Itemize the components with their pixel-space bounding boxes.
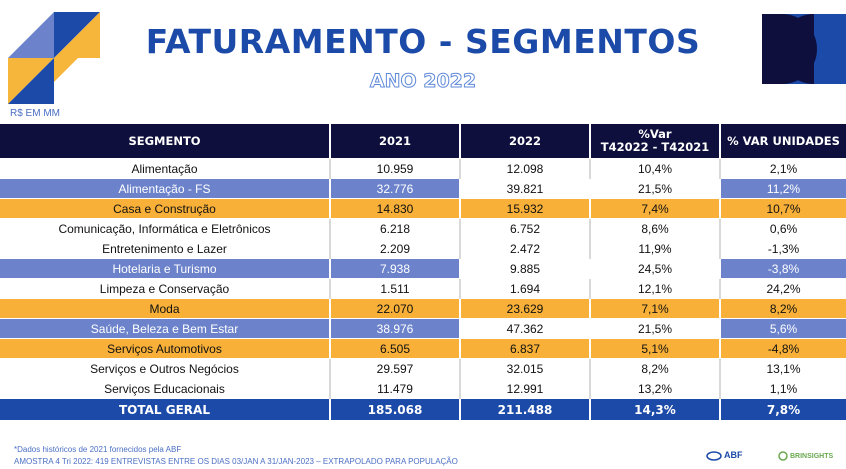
- var-cell: 7,4%: [589, 198, 720, 219]
- abf-logo: ABF: [706, 450, 743, 461]
- var-cell: 13,2%: [589, 378, 720, 399]
- geometric-semicircles-logo: [762, 14, 846, 84]
- segment-cell: Casa e Construção: [0, 198, 330, 219]
- var-units-cell: 2,1%: [719, 158, 846, 179]
- value-2021-cell: 29.597: [329, 358, 460, 379]
- table-body: Alimentação 10.959 12.098 10,4% 2,1% Alimenta…: [0, 158, 846, 420]
- segment-cell: Serviços e Outros Negócios: [0, 358, 330, 379]
- var-units-cell: 10,7%: [719, 198, 846, 219]
- footnote-source: *Dados históricos de 2021 fornecidos pel…: [14, 445, 182, 454]
- segment-cell: Serviços Educacionais: [0, 378, 330, 399]
- segment-cell: Serviços Automotivos: [0, 338, 330, 359]
- footnote-sample: AMOSTRA 4 Tri 2022: 419 ENTREVISTAS ENTR…: [14, 457, 458, 466]
- var-cell: 21,5%: [589, 318, 720, 339]
- value-2021-cell: 6.505: [329, 338, 460, 359]
- value-2021-cell: 22.070: [329, 298, 460, 319]
- segment-cell: Alimentação - FS: [0, 178, 330, 199]
- value-2021-cell: 38.976: [329, 318, 460, 339]
- segment-cell: Alimentação: [0, 158, 330, 179]
- table-row: Casa e Construção 14.830 15.932 7,4% 10,7%: [0, 198, 846, 219]
- value-2022-cell: 23.629: [459, 298, 590, 319]
- abf-logo-icon: [706, 450, 722, 461]
- value-2021-cell: 32.776: [329, 178, 460, 199]
- table-row: Serviços Educacionais 11.479 12.991 13,2% 1,…: [0, 378, 846, 399]
- value-2021-cell: 7.938: [329, 258, 460, 279]
- segment-cell: Hotelaria e Turismo: [0, 258, 330, 279]
- value-2021-cell: 11.479: [329, 378, 460, 399]
- header-var: %Var T42022 - T42021: [589, 124, 720, 159]
- var-cell: 8,2%: [589, 358, 720, 379]
- var-cell: 21,5%: [589, 178, 720, 199]
- total-y2022-cell: 211.488: [459, 398, 590, 420]
- var-units-cell: 1,1%: [719, 378, 846, 399]
- value-2022-cell: 9.885: [459, 258, 590, 279]
- table-row: Limpeza e Conservação 1.511 1.694 12,1% 24,2…: [0, 278, 846, 299]
- var-units-cell: 0,6%: [719, 218, 846, 239]
- var-units-cell: 11,2%: [719, 178, 846, 199]
- segments-table: SEGMENTO 2021 2022 %Var T42022 - T42021 …: [0, 124, 846, 420]
- var-cell: 12,1%: [589, 278, 720, 299]
- table-row: Saúde, Beleza e Bem Estar 38.976 47.362 21,…: [0, 318, 846, 339]
- total-segment-cell: TOTAL GERAL: [0, 398, 330, 420]
- segment-cell: Comunicação, Informática e Eletrônicos: [0, 218, 330, 239]
- header-2022: 2022: [459, 124, 590, 159]
- var-units-cell: 24,2%: [719, 278, 846, 299]
- value-2021-cell: 6.218: [329, 218, 460, 239]
- var-cell: 7,1%: [589, 298, 720, 319]
- value-2021-cell: 1.511: [329, 278, 460, 299]
- var-units-cell: -3,8%: [719, 258, 846, 279]
- value-2022-cell: 47.362: [459, 318, 590, 339]
- table-row: Serviços Automotivos 6.505 6.837 5,1% -4,8%: [0, 338, 846, 359]
- table-row: Alimentação 10.959 12.098 10,4% 2,1%: [0, 158, 846, 179]
- table-row: Hotelaria e Turismo 7.938 9.885 24,5% -3,8%: [0, 258, 846, 279]
- var-units-cell: -4,8%: [719, 338, 846, 359]
- geometric-triangles-logo: [8, 12, 100, 104]
- value-2021-cell: 2.209: [329, 238, 460, 259]
- var-units-cell: 8,2%: [719, 298, 846, 319]
- value-2022-cell: 32.015: [459, 358, 590, 379]
- var-units-cell: -1,3%: [719, 238, 846, 259]
- var-cell: 8,6%: [589, 218, 720, 239]
- table-row: Alimentação - FS 32.776 39.821 21,5% 11,2%: [0, 178, 846, 199]
- value-2022-cell: 6.752: [459, 218, 590, 239]
- value-2022-cell: 1.694: [459, 278, 590, 299]
- total-var-cell: 14,3%: [589, 398, 720, 420]
- header-segment: SEGMENTO: [0, 124, 330, 159]
- brinsights-logo-icon: [778, 450, 788, 461]
- total-var_units-cell: 7,8%: [719, 398, 846, 420]
- brinsights-logo-text: BRINSIGHTS: [790, 453, 834, 460]
- value-2022-cell: 2.472: [459, 238, 590, 259]
- var-cell: 24,5%: [589, 258, 720, 279]
- value-2021-cell: 14.830: [329, 198, 460, 219]
- header-2021: 2021: [329, 124, 460, 159]
- table-row: Comunicação, Informática e Eletrônicos 6.…: [0, 218, 846, 239]
- var-cell: 10,4%: [589, 158, 720, 179]
- value-2022-cell: 12.098: [459, 158, 590, 179]
- value-2022-cell: 39.821: [459, 178, 590, 199]
- total-row: TOTAL GERAL 185.068 211.488 14,3% 7,8%: [0, 398, 846, 420]
- segment-cell: Entretenimento e Lazer: [0, 238, 330, 259]
- table-row: Entretenimento e Lazer 2.209 2.472 11,9% -1,…: [0, 238, 846, 259]
- segment-cell: Moda: [0, 298, 330, 319]
- table-row: Moda 22.070 23.629 7,1% 8,2%: [0, 298, 846, 319]
- unit-label: R$ EM MM: [10, 108, 60, 119]
- table-row: Serviços e Outros Negócios 29.597 32.015 8,…: [0, 358, 846, 379]
- var-cell: 5,1%: [589, 338, 720, 359]
- var-cell: 11,9%: [589, 238, 720, 259]
- page-subtitle: ANO 2022: [369, 70, 477, 93]
- header-var-units: % VAR UNIDADES: [719, 124, 846, 159]
- segment-cell: Saúde, Beleza e Bem Estar: [0, 318, 330, 339]
- table-header-row: SEGMENTO 2021 2022 %Var T42022 - T42021 …: [0, 124, 846, 159]
- var-units-cell: 5,6%: [719, 318, 846, 339]
- value-2022-cell: 6.837: [459, 338, 590, 359]
- page-title: FATURAMENTO - SEGMENTOS: [145, 22, 701, 61]
- value-2022-cell: 12.991: [459, 378, 590, 399]
- abf-logo-text: ABF: [724, 450, 743, 460]
- segment-cell: Limpeza e Conservação: [0, 278, 330, 299]
- value-2022-cell: 15.932: [459, 198, 590, 219]
- total-y2021-cell: 185.068: [329, 398, 460, 420]
- value-2021-cell: 10.959: [329, 158, 460, 179]
- var-units-cell: 13,1%: [719, 358, 846, 379]
- brinsights-logo: BRINSIGHTS: [778, 450, 833, 461]
